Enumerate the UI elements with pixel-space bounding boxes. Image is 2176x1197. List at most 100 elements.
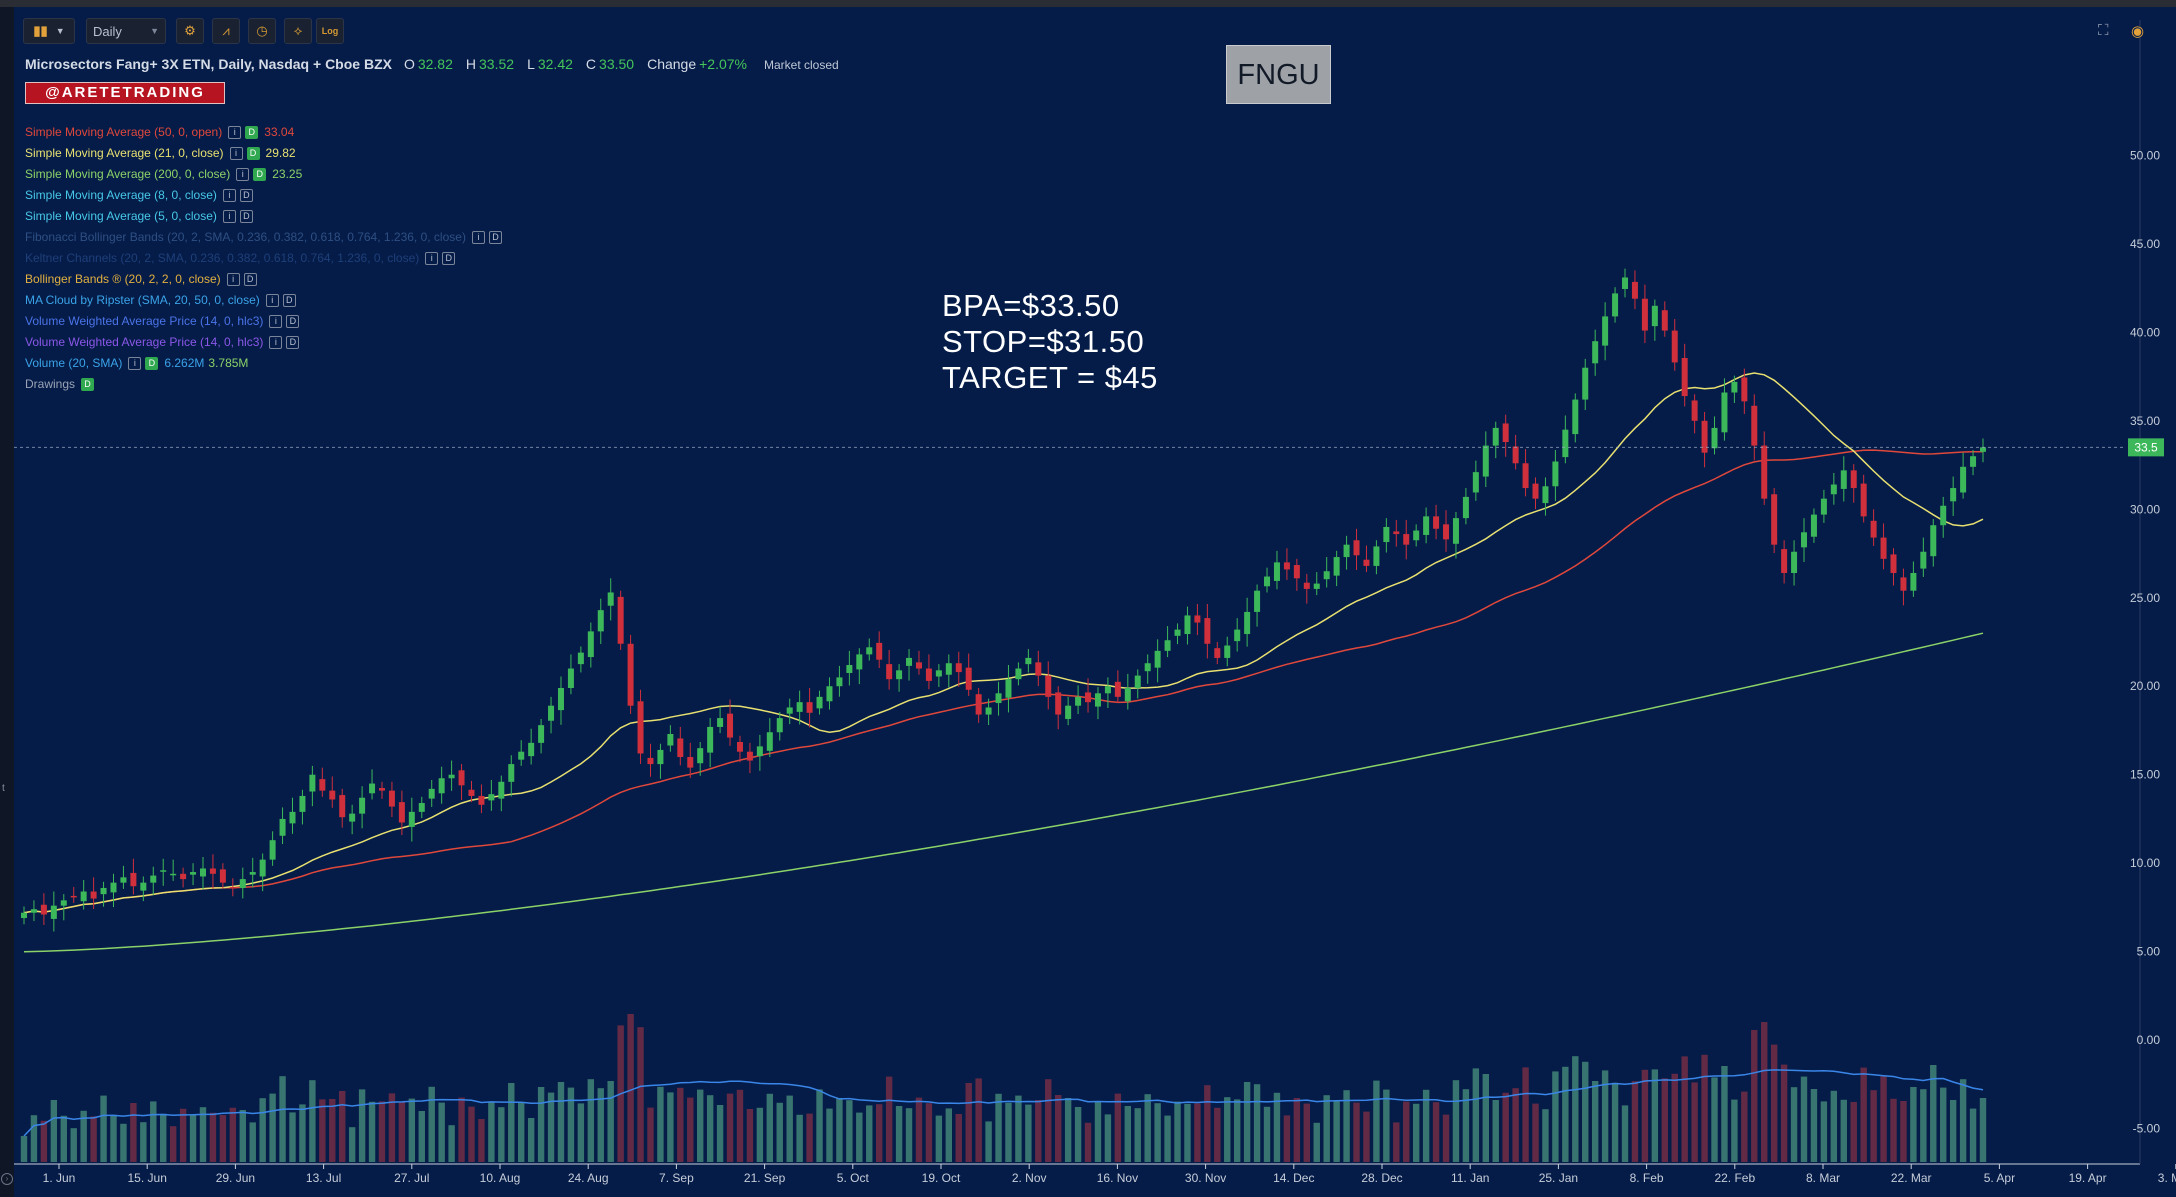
display-toggle[interactable]: D bbox=[246, 146, 260, 160]
candle-body bbox=[209, 868, 216, 874]
market-status: Market closed bbox=[764, 58, 839, 72]
study-label[interactable]: Volume Weighted Average Price (14, 0, hl… bbox=[25, 314, 264, 328]
info-icon[interactable]: i bbox=[236, 167, 250, 181]
info-icon[interactable]: i bbox=[128, 356, 142, 370]
study-row[interactable]: Fibonacci Bollinger Bands (20, 2, SMA, 0… bbox=[25, 229, 502, 245]
time-button[interactable]: ◷ bbox=[248, 18, 276, 44]
display-toggle[interactable]: D bbox=[286, 335, 300, 349]
display-toggle[interactable]: D bbox=[488, 230, 502, 244]
study-row[interactable]: Volume Weighted Average Price (14, 0, hl… bbox=[25, 334, 300, 350]
study-row[interactable]: Bollinger Bands ® (20, 2, 2, 0, close) i D bbox=[25, 271, 257, 287]
candle-body bbox=[756, 746, 763, 757]
study-label[interactable]: Simple Moving Average (200, 0, close) bbox=[25, 167, 231, 181]
display-toggle[interactable]: D bbox=[81, 377, 95, 391]
candle-body bbox=[478, 795, 485, 805]
info-icon[interactable]: i bbox=[269, 335, 283, 349]
study-row[interactable]: Drawings D bbox=[25, 376, 95, 392]
fullscreen-icon[interactable]: ⛶ bbox=[2098, 22, 2109, 39]
x-tick-label: 19. Oct bbox=[922, 1171, 961, 1185]
x-tick-label: 24. Aug bbox=[568, 1171, 609, 1185]
candle-body bbox=[1482, 445, 1489, 477]
candle-body bbox=[1671, 330, 1678, 363]
candle-body bbox=[488, 794, 495, 801]
candle-body bbox=[1204, 618, 1211, 644]
study-row[interactable]: MA Cloud by Ripster (SMA, 20, 50, 0, clo… bbox=[25, 292, 296, 308]
candle-body bbox=[259, 859, 266, 877]
study-label[interactable]: Keltner Channels (20, 2, SMA, 0.236, 0.3… bbox=[25, 251, 420, 265]
display-toggle[interactable]: D bbox=[286, 314, 300, 328]
candle-body bbox=[1443, 524, 1450, 540]
study-row[interactable]: Simple Moving Average (21, 0, close) i D 29… bbox=[25, 145, 296, 161]
candle-body bbox=[856, 654, 863, 670]
info-icon[interactable]: i bbox=[229, 146, 243, 160]
info-icon[interactable]: i bbox=[471, 230, 485, 244]
candle-body bbox=[468, 789, 475, 796]
indicators-button[interactable]: ⩘ bbox=[212, 18, 240, 44]
display-toggle[interactable]: D bbox=[245, 125, 259, 139]
log-scale-button[interactable]: Log bbox=[316, 18, 344, 44]
info-icon[interactable]: i bbox=[226, 272, 240, 286]
volume-bar bbox=[1681, 1056, 1688, 1162]
candle-body bbox=[806, 702, 813, 713]
drawing-button[interactable]: ⟡ bbox=[284, 18, 312, 44]
volume-bar bbox=[229, 1107, 237, 1162]
info-icon[interactable]: i bbox=[228, 125, 242, 139]
collapse-icon[interactable]: › bbox=[1, 1173, 13, 1185]
camera-icon[interactable]: ◉ bbox=[2131, 23, 2145, 40]
study-row[interactable]: Keltner Channels (20, 2, SMA, 0.236, 0.3… bbox=[25, 250, 456, 266]
x-tick-label: 5. Apr bbox=[1984, 1171, 2015, 1185]
candle-body bbox=[1055, 692, 1062, 715]
volume-bar bbox=[975, 1078, 982, 1162]
study-row[interactable]: Simple Moving Average (8, 0, close) i D bbox=[25, 187, 253, 203]
study-row[interactable]: Simple Moving Average (5, 0, close) i D bbox=[25, 208, 253, 224]
study-label[interactable]: Simple Moving Average (5, 0, close) bbox=[25, 209, 217, 223]
study-label[interactable]: Bollinger Bands ® (20, 2, 2, 0, close) bbox=[25, 272, 221, 286]
study-label[interactable]: MA Cloud by Ripster (SMA, 20, 50, 0, clo… bbox=[25, 293, 260, 307]
study-label[interactable]: Fibonacci Bollinger Bands (20, 2, SMA, 0… bbox=[25, 230, 466, 244]
volume-bar bbox=[657, 1086, 664, 1162]
display-toggle[interactable]: D bbox=[243, 272, 257, 286]
volume-bar bbox=[1154, 1103, 1161, 1162]
volume-bar bbox=[1472, 1068, 1480, 1162]
study-label[interactable]: Simple Moving Average (21, 0, close) bbox=[25, 146, 224, 160]
info-icon[interactable]: i bbox=[269, 314, 283, 328]
volume-bar bbox=[667, 1092, 674, 1162]
study-label[interactable]: Drawings bbox=[25, 377, 76, 391]
candle-body bbox=[1751, 405, 1758, 446]
volume-bar bbox=[1661, 1078, 1668, 1162]
study-row[interactable]: Volume Weighted Average Price (14, 0, hl… bbox=[25, 313, 300, 329]
info-icon[interactable]: i bbox=[265, 293, 279, 307]
study-row[interactable]: Simple Moving Average (50, 0, open) i D 33.… bbox=[25, 124, 294, 140]
info-icon[interactable]: i bbox=[222, 209, 236, 223]
chart-style-button[interactable]: ▮▮ ▼ bbox=[23, 18, 75, 44]
volume-bar bbox=[786, 1095, 793, 1162]
display-toggle[interactable]: D bbox=[239, 188, 253, 202]
volume-bar bbox=[1462, 1089, 1470, 1162]
study-value: 23.25 bbox=[272, 167, 303, 181]
period-select[interactable]: Daily ▼ bbox=[86, 18, 166, 44]
display-toggle[interactable]: D bbox=[282, 293, 296, 307]
info-icon[interactable]: i bbox=[425, 251, 439, 265]
candle-body bbox=[1124, 688, 1131, 702]
display-toggle[interactable]: D bbox=[239, 209, 253, 223]
candle-body bbox=[1711, 427, 1718, 449]
study-row[interactable]: Simple Moving Average (200, 0, close) i D 2… bbox=[25, 166, 302, 182]
candle-body bbox=[1015, 668, 1022, 680]
display-toggle[interactable]: D bbox=[145, 356, 159, 370]
study-label[interactable]: Volume Weighted Average Price (14, 0, hl… bbox=[25, 335, 264, 349]
candle-body bbox=[319, 779, 326, 791]
candle-body bbox=[448, 774, 455, 779]
study-row[interactable]: Volume (20, SMA) i D 6.262M 3.785M bbox=[25, 355, 248, 371]
study-label[interactable]: Volume (20, SMA) bbox=[25, 356, 123, 370]
study-label[interactable]: Simple Moving Average (50, 0, open) bbox=[25, 125, 223, 139]
settings-button[interactable]: ⚙ bbox=[176, 18, 204, 44]
display-toggle[interactable]: D bbox=[253, 167, 267, 181]
display-toggle[interactable]: D bbox=[442, 251, 456, 265]
info-icon[interactable]: i bbox=[222, 188, 236, 202]
candle-body bbox=[866, 647, 873, 655]
volume-bar bbox=[1253, 1084, 1261, 1162]
symbol-description[interactable]: Microsectors Fang+ 3X ETN, Daily, Nasdaq… bbox=[25, 56, 392, 72]
study-label[interactable]: Simple Moving Average (8, 0, close) bbox=[25, 188, 217, 202]
y-tick-label: 20.00 bbox=[2130, 679, 2160, 693]
